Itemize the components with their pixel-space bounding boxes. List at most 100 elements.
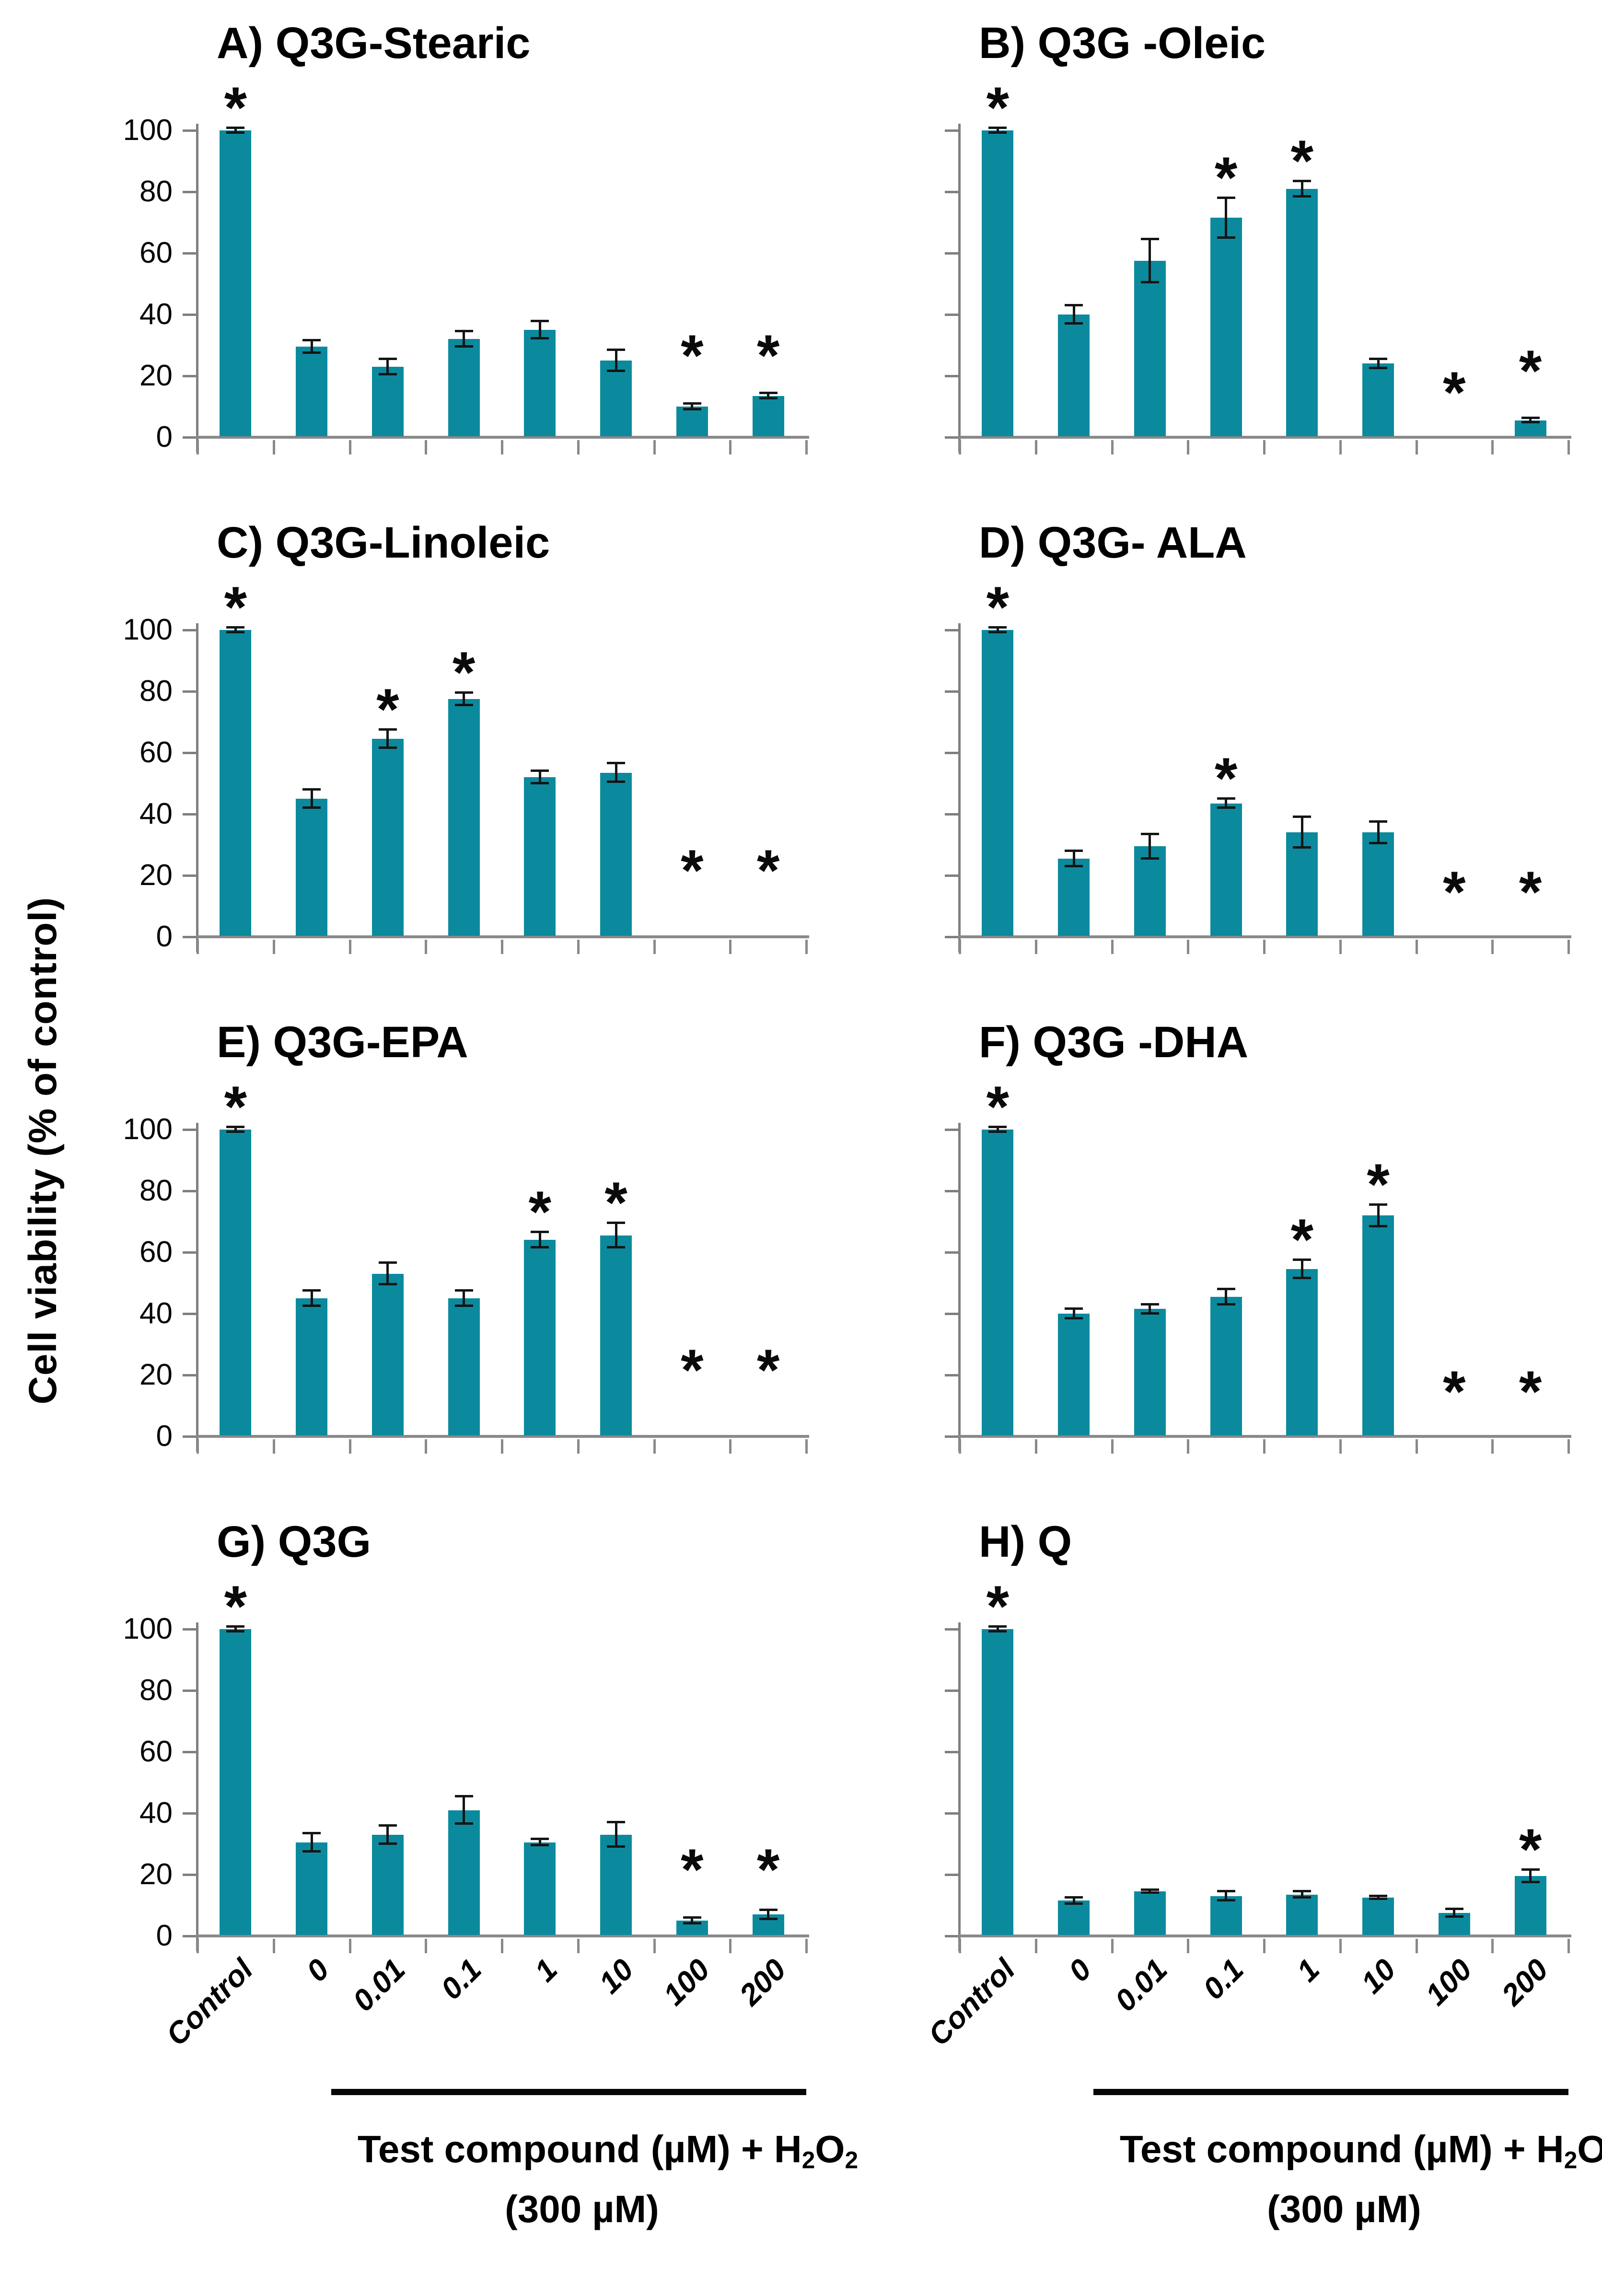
y-tick [945, 129, 958, 132]
panel-c: C) Q3G-Linoleic 0 20 40 60 80 100 * * * * * [77, 513, 839, 1013]
x-tick [805, 1439, 808, 1454]
error-cap-top [378, 1824, 397, 1827]
x-tick [577, 1939, 580, 1953]
error-cap-top [1369, 1203, 1388, 1206]
error-cap-bottom [607, 1246, 626, 1249]
error-bar [386, 1825, 389, 1844]
bar [1210, 1296, 1242, 1435]
error-cap-top [531, 320, 549, 323]
y-tick-label: 40 [139, 298, 173, 331]
x-tick [501, 940, 503, 954]
axis-bracket-line [331, 2089, 806, 2095]
y-tick [945, 1435, 958, 1438]
error-cap-bottom [1140, 280, 1159, 283]
y-tick-label: 0 [156, 1420, 173, 1453]
x-tick [1567, 1439, 1570, 1454]
error-cap-bottom [607, 1845, 626, 1848]
category-label: Control [160, 1952, 260, 2052]
significance-asterisk: * [1290, 1207, 1314, 1272]
significance-asterisk: * [1443, 359, 1466, 425]
error-bar [615, 1223, 617, 1248]
y-tick-label: 100 [123, 114, 173, 147]
significance-asterisk: * [681, 1337, 704, 1403]
error-cap-top [988, 126, 1007, 129]
y-tick [183, 1435, 196, 1438]
x-tick [197, 1939, 199, 1953]
error-bar [1072, 851, 1075, 866]
significance-asterisk: * [1290, 128, 1314, 193]
plot-area: 0 20 40 60 80 100 * * * * * [123, 1077, 809, 1454]
x-axis-label-token: O [1577, 2128, 1602, 2170]
y-tick [183, 252, 196, 255]
y-tick [183, 1190, 196, 1192]
x-axis-label-token: Test compound (µM) + H [1119, 2128, 1564, 2170]
category-label: 200 [1495, 1952, 1555, 2012]
y-axis [196, 623, 198, 952]
bar [524, 330, 556, 436]
category-label: 1 [528, 1952, 564, 1988]
error-bar [1300, 1260, 1303, 1279]
x-tick [805, 1939, 808, 1953]
bar [1286, 1894, 1318, 1935]
error-cap-top [454, 330, 473, 333]
x-tick [501, 440, 503, 455]
y-tick [183, 1251, 196, 1254]
plot-area: * * [945, 1577, 1571, 1953]
bar [1134, 1309, 1166, 1435]
y-tick [945, 1251, 958, 1254]
x-tick [729, 440, 732, 455]
plot-area: 0 20 40 60 80 100 * * * [123, 1577, 809, 1953]
error-cap-top [607, 1821, 626, 1824]
significance-asterisk: * [986, 574, 1010, 640]
bar [448, 339, 480, 436]
error-bar [386, 1263, 389, 1285]
y-tick [945, 191, 958, 193]
error-cap-bottom [607, 370, 626, 373]
error-bar [1072, 305, 1075, 324]
x-tick [1567, 1939, 1570, 1953]
error-cap-bottom [988, 1131, 1007, 1133]
bar [982, 130, 1014, 436]
error-bar [463, 1291, 465, 1306]
bar [1058, 1314, 1090, 1435]
bar [1286, 1269, 1318, 1435]
error-cap-bottom [1369, 841, 1388, 844]
x-axis-label-token: 2 [801, 2146, 815, 2174]
significance-asterisk: * [756, 1337, 780, 1403]
plot-area: * * * * * [945, 78, 1571, 455]
x-tick [1339, 1939, 1342, 1953]
x-tick [1187, 1939, 1190, 1953]
error-cap-bottom [378, 1842, 397, 1845]
y-tick [945, 813, 958, 816]
significance-asterisk: * [376, 676, 399, 742]
error-bar [996, 128, 999, 133]
x-tick [1339, 1439, 1342, 1454]
error-cap-top [1217, 797, 1235, 800]
category-label: 0.01 [1108, 1952, 1174, 2018]
x-tick [1415, 940, 1418, 954]
y-tick [945, 874, 958, 877]
error-bar [691, 1917, 694, 1924]
category-label: 1 [1290, 1952, 1326, 1988]
error-cap-bottom [378, 1283, 397, 1286]
panel-title: D) Q3G- ALA [979, 518, 1247, 567]
error-cap-top [1293, 179, 1312, 182]
error-bar [1149, 1890, 1151, 1893]
x-tick [425, 1439, 428, 1454]
error-bar [1225, 799, 1228, 808]
x-tick [653, 1939, 656, 1953]
bar [982, 630, 1014, 936]
y-tick-label: 60 [139, 1735, 173, 1768]
significance-asterisk: * [681, 1837, 704, 1902]
bar [371, 1273, 404, 1435]
x-tick [1567, 940, 1570, 954]
y-tick [183, 690, 196, 693]
x-tick [805, 440, 808, 455]
error-bar [1453, 1909, 1456, 1917]
error-bar [234, 1626, 237, 1632]
error-cap-bottom [1521, 1881, 1540, 1883]
significance-asterisk: * [1519, 338, 1542, 404]
error-cap-top [759, 392, 778, 395]
y-tick [183, 752, 196, 754]
significance-asterisk: * [1519, 1358, 1542, 1424]
